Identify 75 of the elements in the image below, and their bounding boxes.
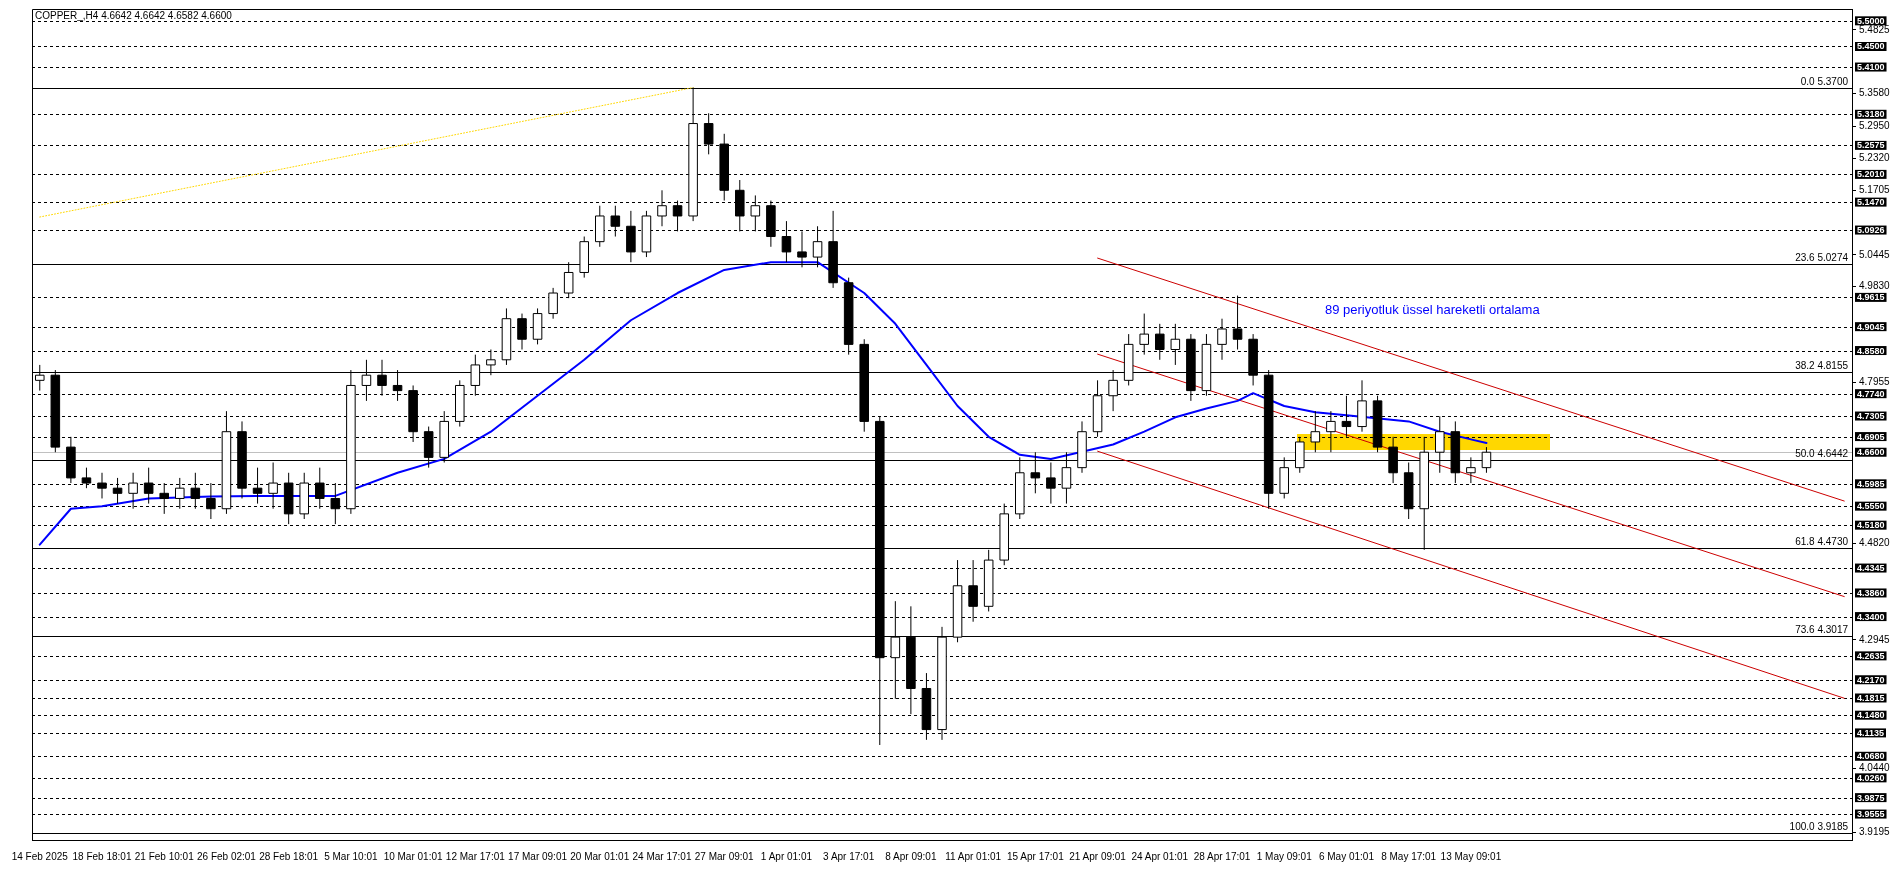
y-tick-label: 5.2320 bbox=[1859, 152, 1891, 164]
ref-line-label: 3.9875 bbox=[1857, 792, 1885, 803]
ref-line-label: 4.2635 bbox=[1857, 650, 1885, 661]
y-tick-label: 4.9830 bbox=[1859, 280, 1891, 292]
ref-line-label: 4.1815 bbox=[1857, 692, 1885, 703]
x-tick-label: 8 Apr 09:01 bbox=[885, 850, 937, 862]
annotation: 0.0 5.3700 bbox=[1800, 75, 1849, 87]
ref-line-label: 5.2010 bbox=[1857, 169, 1885, 180]
annotation: 61.8 4.4730 bbox=[1795, 536, 1849, 548]
y-tick-label: 4.7955 bbox=[1859, 376, 1891, 388]
x-tick-label: 24 Apr 01:01 bbox=[1131, 850, 1189, 862]
ref-line-label: 4.6600 bbox=[1857, 447, 1885, 458]
x-tick-label: 3 Apr 17:01 bbox=[823, 850, 875, 862]
x-tick-label: 1 Apr 01:01 bbox=[760, 850, 813, 862]
x-tick-label: 11 Apr 01:01 bbox=[945, 850, 1002, 862]
ref-line-label: 4.5550 bbox=[1857, 501, 1885, 512]
ref-line-label: 4.1480 bbox=[1857, 710, 1885, 721]
ref-line-label: 5.4500 bbox=[1857, 41, 1885, 52]
ref-line-label: 4.0260 bbox=[1857, 772, 1885, 783]
ref-line-label: 4.6905 bbox=[1857, 431, 1885, 442]
x-tick-label: 21 Apr 09:01 bbox=[1069, 850, 1127, 862]
ref-line-label: 4.1135 bbox=[1857, 727, 1885, 738]
ref-line-label: 5.5000 bbox=[1857, 15, 1885, 26]
x-tick-label: 1 May 09:01 bbox=[1256, 850, 1313, 862]
y-tick-label: 4.4820 bbox=[1859, 537, 1891, 549]
x-tick-label: 10 Mar 01:01 bbox=[383, 850, 444, 862]
x-tick-label: 18 Feb 18:01 bbox=[72, 850, 132, 862]
x-tick-label: 21 Feb 10:01 bbox=[134, 850, 195, 862]
annotation: 73.6 4.3017 bbox=[1795, 624, 1849, 636]
ref-line-label: 4.3860 bbox=[1857, 587, 1885, 598]
y-tick-label: 5.1705 bbox=[1859, 183, 1891, 195]
y-tick-label: 5.4825 bbox=[1859, 23, 1891, 35]
annotation: 50.0 4.6442 bbox=[1795, 448, 1849, 460]
ref-line-label: 4.8580 bbox=[1857, 345, 1885, 356]
x-tick-label: 28 Apr 17:01 bbox=[1193, 850, 1251, 862]
y-tick-label: 3.9195 bbox=[1859, 826, 1891, 838]
ref-line-label: 4.5180 bbox=[1857, 520, 1885, 531]
x-tick-label: 26 Feb 02:01 bbox=[196, 850, 257, 862]
y-tick-label: 5.2950 bbox=[1859, 119, 1891, 131]
ref-line-label: 4.7740 bbox=[1857, 388, 1885, 399]
x-tick-label: 28 Feb 18:01 bbox=[259, 850, 319, 862]
ref-line-label: 5.2575 bbox=[1857, 140, 1885, 151]
ref-line-label: 4.9045 bbox=[1857, 321, 1885, 332]
y-tick-label: 4.0440 bbox=[1859, 762, 1891, 774]
y-tick-label: 5.0445 bbox=[1859, 248, 1891, 260]
x-tick-label: 15 Apr 17:01 bbox=[1006, 850, 1065, 862]
ref-line-label: 5.3180 bbox=[1857, 109, 1885, 120]
ref-line-label: 4.5985 bbox=[1857, 478, 1885, 489]
annotation: 38.2 4.8155 bbox=[1795, 360, 1849, 372]
x-tick-label: 24 Mar 17:01 bbox=[632, 850, 692, 862]
ref-line-label: 3.9555 bbox=[1857, 809, 1885, 820]
x-tick-label: 17 Mar 09:01 bbox=[508, 850, 568, 862]
ref-line-label: 4.9615 bbox=[1857, 292, 1885, 303]
chart-title: COPPER_,H4 4.6642 4.6642 4.6582 4.6600 bbox=[35, 10, 233, 21]
annotation: 23.6 5.0274 bbox=[1795, 251, 1849, 263]
ref-line-label: 5.1470 bbox=[1857, 197, 1885, 208]
x-tick-label: 8 May 17:01 bbox=[1381, 850, 1437, 862]
ref-line-label: 4.7305 bbox=[1857, 411, 1885, 422]
ref-line-label: 4.0680 bbox=[1857, 751, 1885, 762]
x-tick-label: 20 Mar 01:01 bbox=[570, 850, 630, 862]
x-tick-label: 14 Feb 2025 bbox=[11, 850, 69, 862]
x-tick-label: 12 Mar 17:01 bbox=[445, 850, 506, 862]
text: 89 periyotluk üssel hareketli ortalama bbox=[1325, 302, 1541, 317]
annotation: 100.0 3.9185 bbox=[1789, 821, 1849, 833]
x-tick-label: 6 May 01:01 bbox=[1318, 850, 1375, 862]
ref-line-label: 4.3400 bbox=[1857, 611, 1885, 622]
ref-line-label: 5.0926 bbox=[1857, 225, 1885, 236]
ref-line-label: 5.4100 bbox=[1857, 62, 1885, 73]
x-tick-label: 5 Mar 10:01 bbox=[324, 850, 378, 862]
x-tick-label: 13 May 09:01 bbox=[1440, 850, 1502, 862]
ref-line-label: 4.2170 bbox=[1857, 674, 1885, 685]
y-tick-label: 5.3580 bbox=[1859, 87, 1891, 99]
y-tick-label: 4.2945 bbox=[1859, 633, 1891, 645]
x-tick-label: 27 Mar 09:01 bbox=[694, 850, 755, 862]
ref-line-label: 4.4345 bbox=[1857, 563, 1885, 574]
